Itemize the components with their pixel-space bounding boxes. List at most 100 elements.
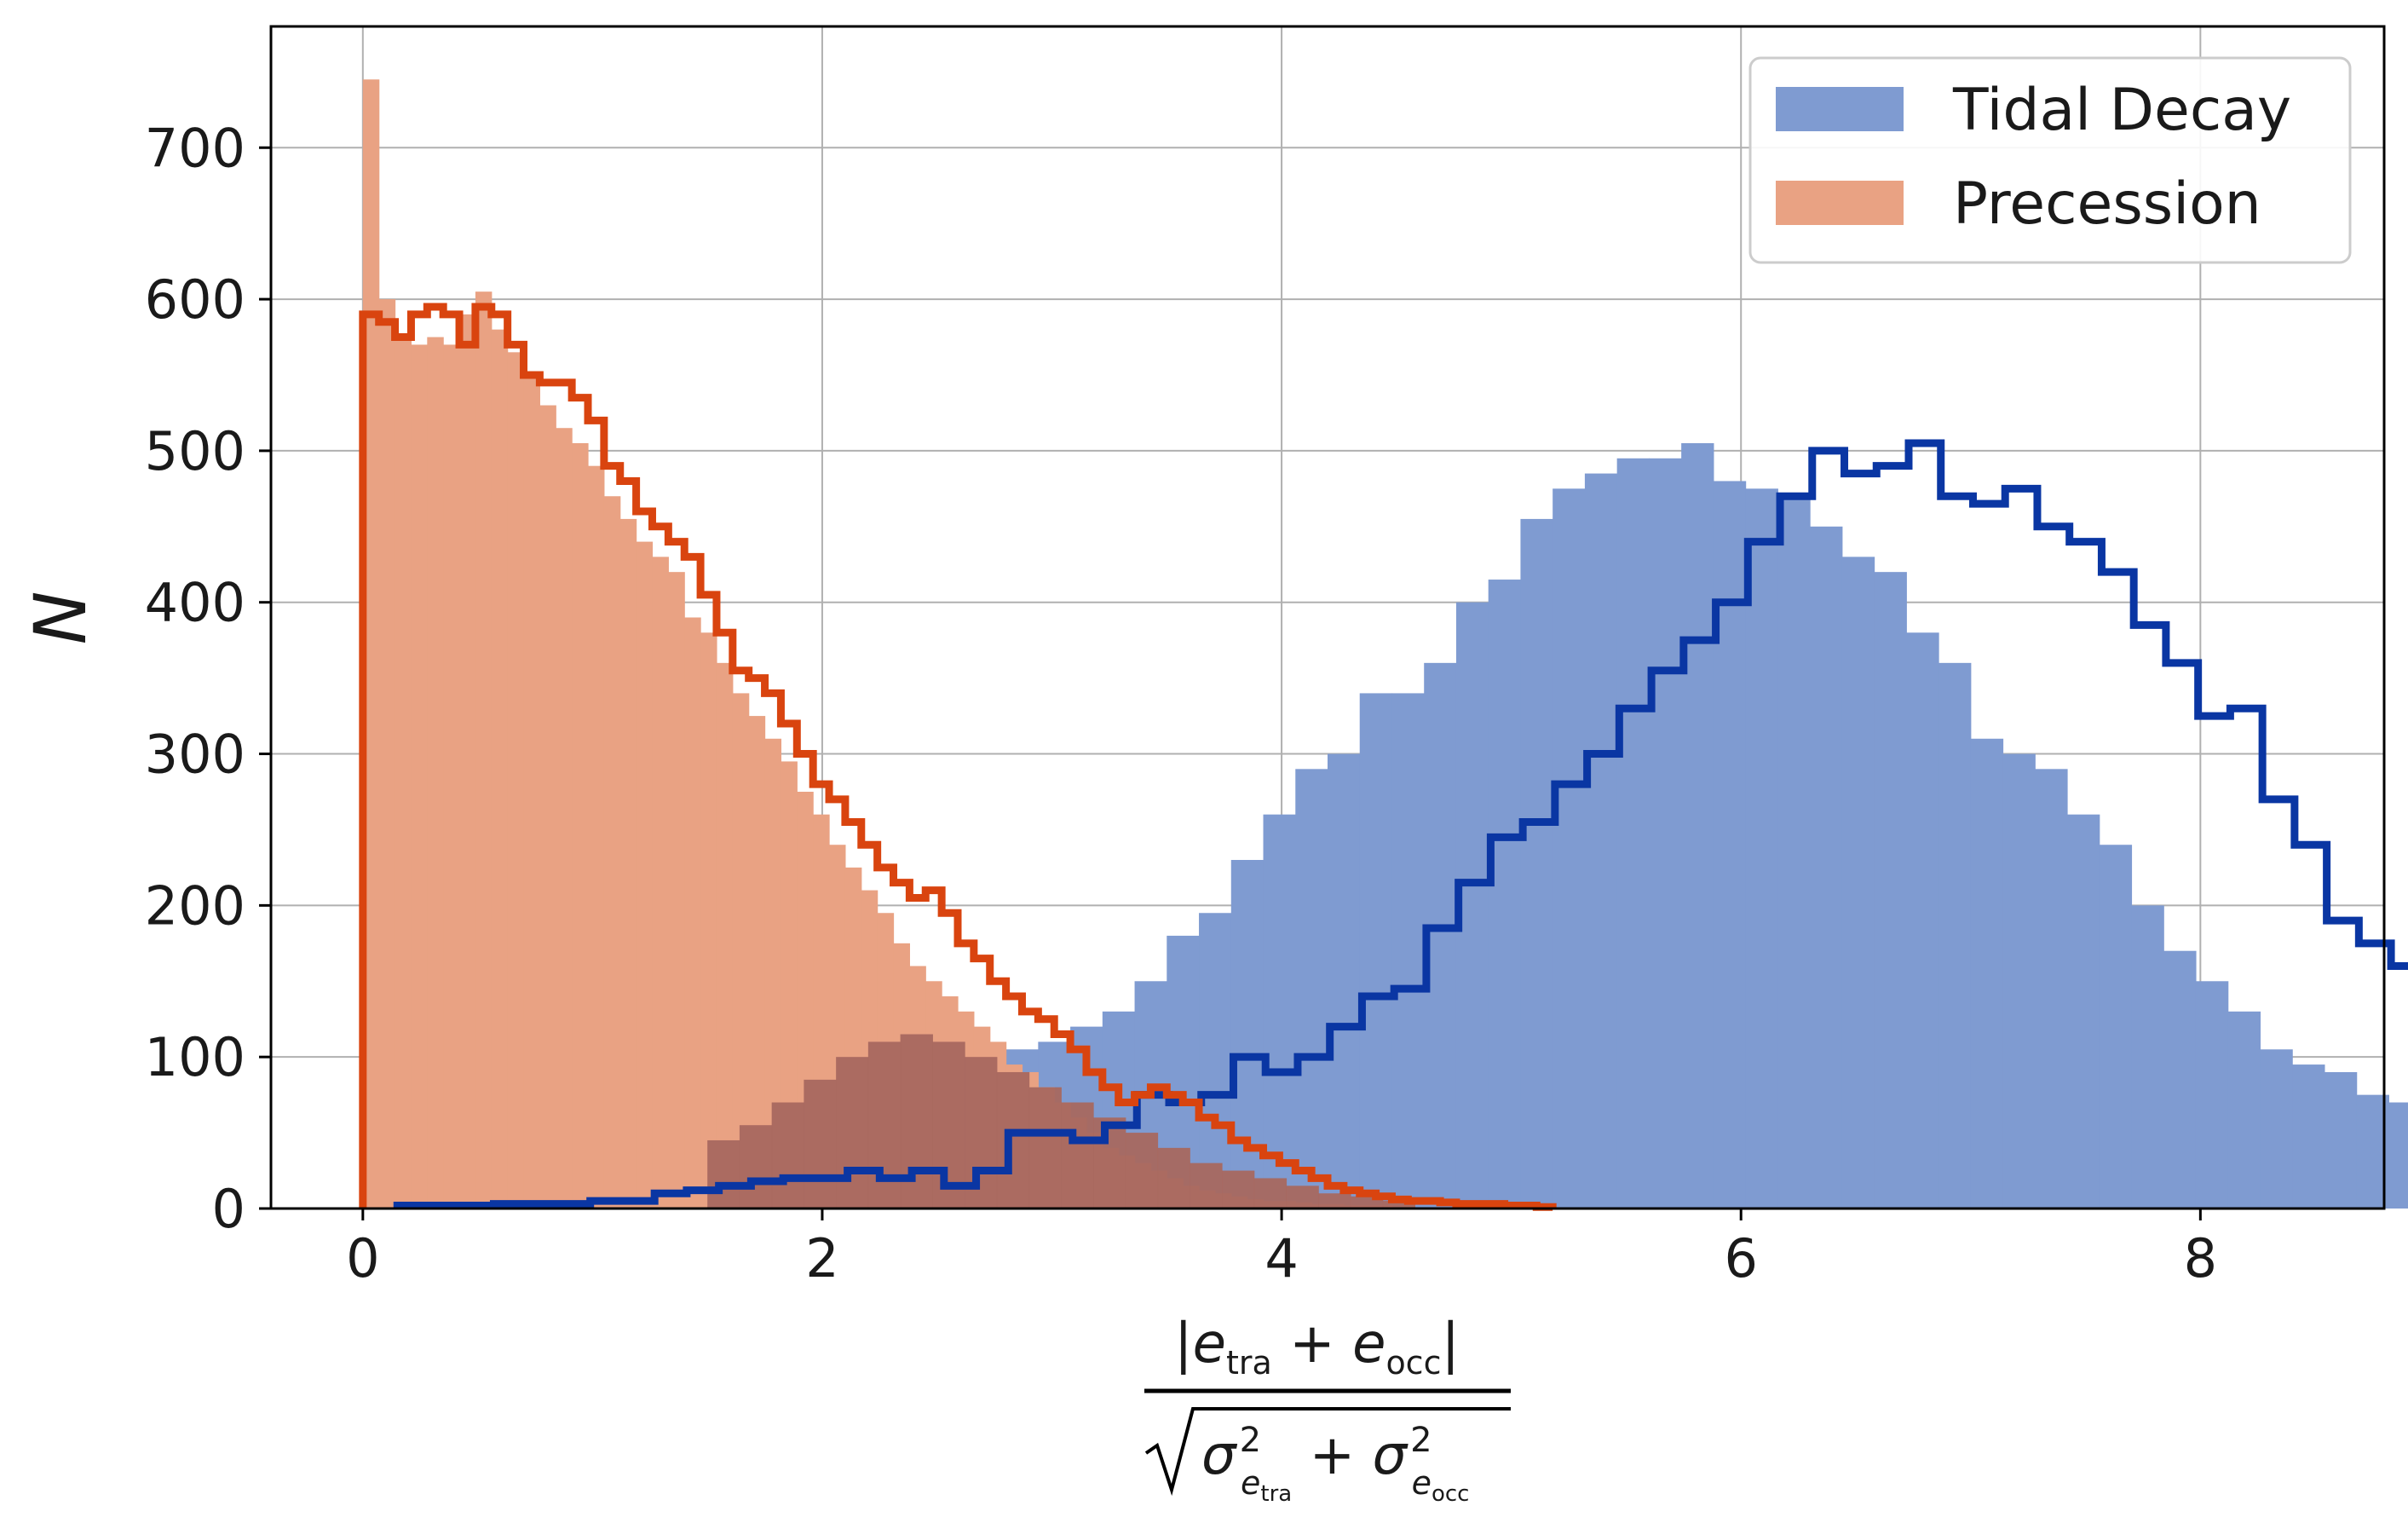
y-tick-label: 200	[145, 874, 245, 937]
bar-overlap	[1157, 1147, 1190, 1209]
bar-overlap	[1318, 1193, 1351, 1209]
bar-tidal-decay	[2067, 814, 2100, 1209]
bar-precession	[556, 428, 573, 1209]
bar-precession	[411, 344, 428, 1209]
bar-tidal-decay	[1906, 632, 1939, 1209]
bar-precession	[684, 617, 701, 1209]
x-axis-label-denominator: σ 2 etra + σ 2 eocc	[1144, 1407, 1511, 1507]
bar-overlap	[1061, 1102, 1094, 1209]
y-tick-label: 0	[212, 1178, 245, 1240]
y-tick-label: 600	[145, 268, 245, 331]
svg-text:|etra + eocc|: |etra + eocc|	[1174, 1312, 1460, 1382]
y-axis-ticks: 0 100 200 300 400 500 600 700	[145, 117, 271, 1240]
bar-overlap	[804, 1079, 837, 1209]
bar-tidal-decay	[1745, 488, 1778, 1209]
y-tick-label: 400	[145, 572, 245, 634]
bar-precession	[652, 557, 669, 1209]
bar-precession	[572, 443, 589, 1209]
step-outlines	[359, 303, 2408, 1211]
x-tick-label: 8	[2184, 1227, 2217, 1289]
x-tick-label: 4	[1264, 1227, 1298, 1289]
bar-tidal-decay	[1199, 913, 1232, 1209]
bar-precession	[619, 518, 637, 1209]
bar-overlap	[867, 1041, 902, 1209]
legend-label-precession: Precession	[1953, 170, 2261, 238]
bar-overlap	[739, 1125, 773, 1209]
y-tick-label: 500	[145, 420, 245, 482]
bar-precession	[716, 662, 734, 1209]
bar-overlap	[836, 1057, 869, 1209]
legend-swatch-precession	[1776, 181, 1904, 225]
bar-tidal-decay	[1616, 458, 1650, 1209]
bar-precession	[700, 632, 717, 1209]
x-axis-label: |etra + eocc| σ 2 etra + σ 2 eocc	[1144, 1312, 1511, 1507]
bar-overlap	[932, 1041, 965, 1209]
bar-precession	[603, 496, 621, 1209]
y-tick-label: 100	[145, 1026, 245, 1088]
bar-tidal-decay	[2035, 769, 2068, 1209]
bar-tidal-decay	[1359, 693, 1393, 1209]
bar-precession	[764, 738, 782, 1209]
bar-tidal-decay	[2002, 753, 2036, 1209]
bar-tidal-decay	[1391, 693, 1425, 1209]
bar-precession	[459, 314, 476, 1209]
bar-precession	[395, 337, 412, 1209]
bar-tidal-decay	[2099, 845, 2133, 1209]
bar-tidal-decay	[1938, 662, 1972, 1209]
bar-overlap	[1382, 1201, 1416, 1209]
bar-precession	[507, 352, 525, 1209]
bar-overlap	[771, 1102, 804, 1209]
bar-tidal-decay	[2163, 950, 2197, 1209]
plot-frame	[269, 25, 2386, 1210]
bar-precession	[668, 572, 685, 1209]
bar-precession	[748, 716, 766, 1209]
y-axis-label: N	[19, 591, 102, 645]
bar-tidal-decay	[1553, 488, 1586, 1209]
bar-overlap	[1028, 1087, 1062, 1209]
bar-overlap	[1286, 1186, 1319, 1209]
legend-label-tidal-decay: Tidal Decay	[1952, 77, 2291, 144]
legend-swatch-tidal-decay	[1776, 87, 1904, 131]
bar-precession	[588, 465, 605, 1209]
step-tidal-decay-reference-	[393, 439, 2408, 1209]
bar-tidal-decay	[1681, 443, 1714, 1209]
bar-tidal-decay	[1488, 580, 1522, 1209]
bar-precession	[475, 291, 493, 1209]
bar-precession	[362, 79, 380, 1209]
bar-tidal-decay	[1874, 572, 1907, 1209]
bar-precession	[539, 405, 556, 1209]
y-tick-label: 300	[145, 724, 245, 786]
bar-tidal-decay	[1520, 518, 1553, 1209]
bar-tidal-decay	[2260, 1049, 2293, 1209]
bar-overlap	[996, 1071, 1030, 1209]
bar-overlap	[707, 1139, 740, 1209]
bar-overlap	[1190, 1162, 1223, 1209]
bar-precession	[427, 337, 444, 1209]
bar-tidal-decay	[1649, 458, 1682, 1209]
bar-precession	[378, 299, 396, 1209]
bar-tidal-decay	[1777, 496, 1811, 1209]
bar-tidal-decay	[2388, 1102, 2408, 1209]
x-axis-label-numerator: |etra + eocc|	[1174, 1312, 1460, 1382]
step-precession-reference-	[359, 303, 1557, 1211]
bar-tidal-decay	[1263, 814, 1296, 1209]
bar-overlap	[1222, 1170, 1255, 1209]
bar-tidal-decay	[2324, 1071, 2358, 1209]
bar-tidal-decay	[1230, 860, 1264, 1209]
bar-tidal-decay	[2227, 1011, 2261, 1209]
bar-tidal-decay	[1713, 481, 1747, 1209]
y-tick-label: 700	[145, 117, 245, 179]
bar-precession	[781, 761, 798, 1209]
bar-overlap	[1253, 1178, 1288, 1209]
bar-overlap	[1125, 1133, 1159, 1209]
bar-tidal-decay	[2292, 1064, 2325, 1209]
bar-tidal-decay	[1810, 526, 1843, 1209]
bar-precession	[491, 329, 509, 1209]
bar-precession	[523, 374, 540, 1209]
bar-overlap	[900, 1034, 933, 1209]
bar-tidal-decay	[1295, 769, 1328, 1209]
bar-precession	[732, 693, 750, 1209]
bar-tidal-decay	[2195, 981, 2229, 1209]
